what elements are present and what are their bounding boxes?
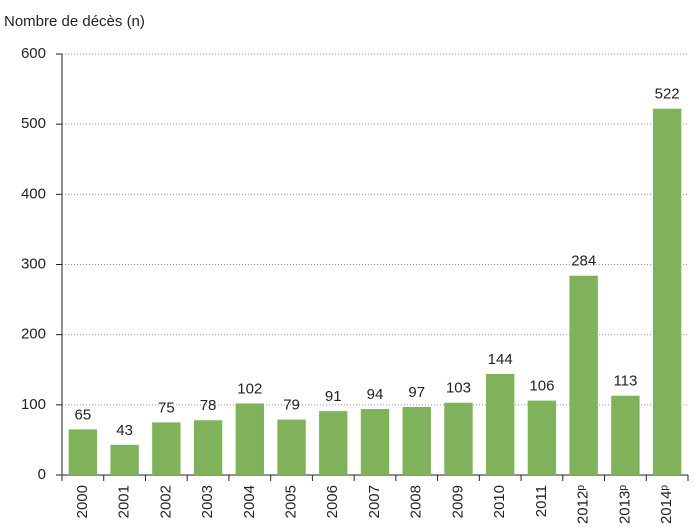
bar [486, 373, 515, 475]
bar [360, 409, 390, 475]
data-label: 102 [237, 380, 262, 397]
y-tick-label: 500 [21, 115, 46, 132]
y-tick-label: 100 [21, 396, 46, 413]
x-tick-label: 2002 [157, 485, 174, 518]
x-tick-label: 2006 [324, 485, 341, 518]
x-tick-label: 2001 [116, 485, 133, 518]
bar [527, 400, 557, 475]
data-label: 75 [158, 399, 175, 416]
data-label: 106 [529, 378, 554, 395]
data-label: 78 [200, 397, 217, 414]
data-label: 284 [571, 253, 596, 270]
bar [569, 275, 598, 475]
bar [277, 419, 306, 475]
y-axis-label: Nombre de décès (n) [4, 13, 145, 30]
data-label: 79 [283, 397, 300, 414]
data-label: 113 [613, 373, 637, 390]
data-label: 522 [655, 86, 680, 103]
y-tick-label: 300 [21, 255, 46, 272]
data-label: 43 [116, 422, 133, 439]
x-tick-label: 2010 [491, 485, 508, 518]
x-tick-label: 2005 [283, 485, 300, 518]
y-tick-label: 400 [21, 185, 46, 202]
x-tick-label: 2004 [241, 485, 258, 518]
bar [319, 411, 348, 475]
bar [444, 402, 473, 475]
x-tick-label: 2013ᵖ [616, 485, 633, 524]
bar [152, 422, 181, 475]
data-label: 103 [446, 380, 471, 397]
x-tick-label: 2003 [199, 485, 216, 518]
x-tick-label: 2009 [449, 485, 466, 518]
data-label: 65 [75, 406, 92, 423]
x-tick-label: 2007 [366, 485, 383, 518]
x-tick-label: 2012ᵖ [575, 485, 592, 524]
bar [235, 403, 264, 475]
x-tick-label: 2011 [533, 485, 550, 517]
x-tick-label: 2014ᵖ [658, 485, 675, 524]
bar [68, 429, 98, 475]
y-tick-label: 200 [21, 326, 46, 343]
bar [652, 108, 682, 475]
x-tick-label: 2000 [74, 485, 91, 518]
y-tick-label: 0 [38, 466, 46, 483]
bar [611, 395, 640, 475]
x-tick-label: 2008 [408, 485, 425, 518]
bar [402, 406, 431, 475]
bar [193, 420, 223, 475]
data-label: 94 [367, 386, 384, 403]
y-tick-label: 600 [21, 45, 46, 62]
bar [110, 444, 139, 475]
data-label: 91 [325, 388, 342, 405]
data-label: 97 [408, 384, 425, 401]
data-label: 144 [488, 351, 513, 368]
